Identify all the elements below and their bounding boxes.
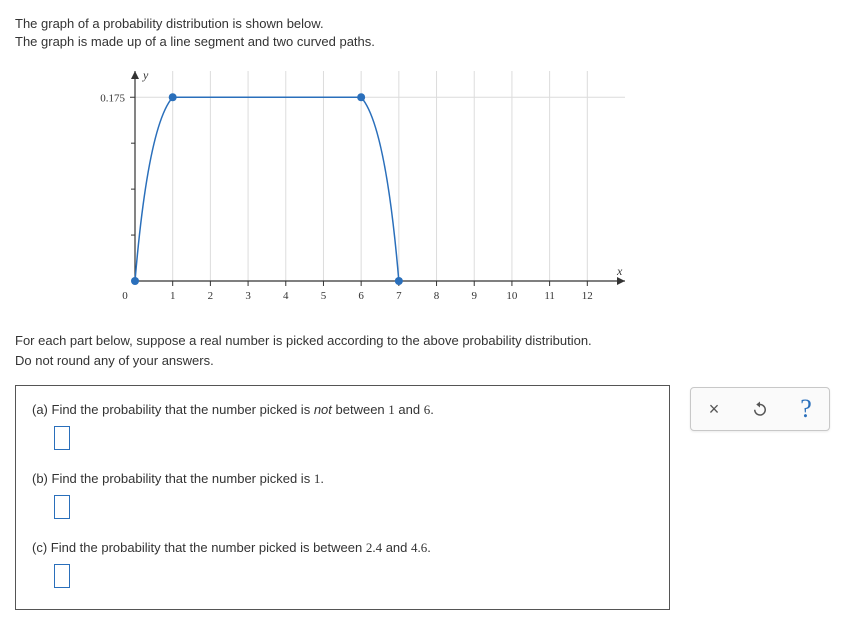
qa-end: . <box>430 402 434 417</box>
action-toolbar: × ? <box>690 387 830 431</box>
qa-post: between <box>332 402 388 417</box>
intro-line1: The graph of a probability distribution … <box>15 16 324 31</box>
svg-text:2: 2 <box>208 290 214 302</box>
reset-icon <box>751 400 769 418</box>
qa-em: not <box>314 402 332 417</box>
close-icon: × <box>709 399 720 420</box>
qc-pre: (c) Find the probability that the number… <box>32 540 366 555</box>
probability-chart: 1234567891011120.1750yx <box>75 61 830 311</box>
svg-text:11: 11 <box>544 290 555 302</box>
svg-text:4: 4 <box>283 290 289 302</box>
svg-text:y: y <box>142 68 149 82</box>
svg-text:3: 3 <box>245 290 251 302</box>
svg-text:7: 7 <box>396 290 402 302</box>
qb-end: . <box>320 471 324 486</box>
post-line2: Do not round any of your answers. <box>15 353 214 368</box>
qc-mid: and <box>382 540 411 555</box>
post-line1: For each part below, suppose a real numb… <box>15 333 592 348</box>
svg-text:x: x <box>616 264 623 278</box>
answer-input-c[interactable] <box>54 564 70 588</box>
svg-text:1: 1 <box>170 290 176 302</box>
close-button[interactable]: × <box>691 388 737 430</box>
chart-svg: 1234567891011120.1750yx <box>75 61 635 311</box>
help-button[interactable]: ? <box>783 388 829 430</box>
question-c: (c) Find the probability that the number… <box>32 538 653 593</box>
svg-text:0.175: 0.175 <box>100 93 125 105</box>
qc-n1: 2.4 <box>366 540 382 555</box>
help-icon: ? <box>800 394 812 424</box>
question-b: (b) Find the probability that the number… <box>32 469 653 524</box>
svg-text:9: 9 <box>471 290 477 302</box>
qc-n2: 4.6 <box>411 540 427 555</box>
qa-pre: (a) Find the probability that the number… <box>32 402 314 417</box>
questions-panel: (a) Find the probability that the number… <box>15 385 670 610</box>
svg-text:8: 8 <box>434 290 440 302</box>
svg-text:5: 5 <box>321 290 327 302</box>
qa-mid: and <box>395 402 424 417</box>
question-a: (a) Find the probability that the number… <box>32 400 653 455</box>
intro-line2: The graph is made up of a line segment a… <box>15 34 375 49</box>
answer-input-b[interactable] <box>54 495 70 519</box>
qb-pre: (b) Find the probability that the number… <box>32 471 314 486</box>
svg-text:0: 0 <box>122 290 128 302</box>
instructions-text: For each part below, suppose a real numb… <box>15 331 830 370</box>
reset-button[interactable] <box>737 388 783 430</box>
intro-text: The graph of a probability distribution … <box>15 15 830 51</box>
qc-end: . <box>427 540 431 555</box>
answer-input-a[interactable] <box>54 426 70 450</box>
svg-text:6: 6 <box>358 290 364 302</box>
svg-text:12: 12 <box>582 290 593 302</box>
svg-text:10: 10 <box>506 290 518 302</box>
